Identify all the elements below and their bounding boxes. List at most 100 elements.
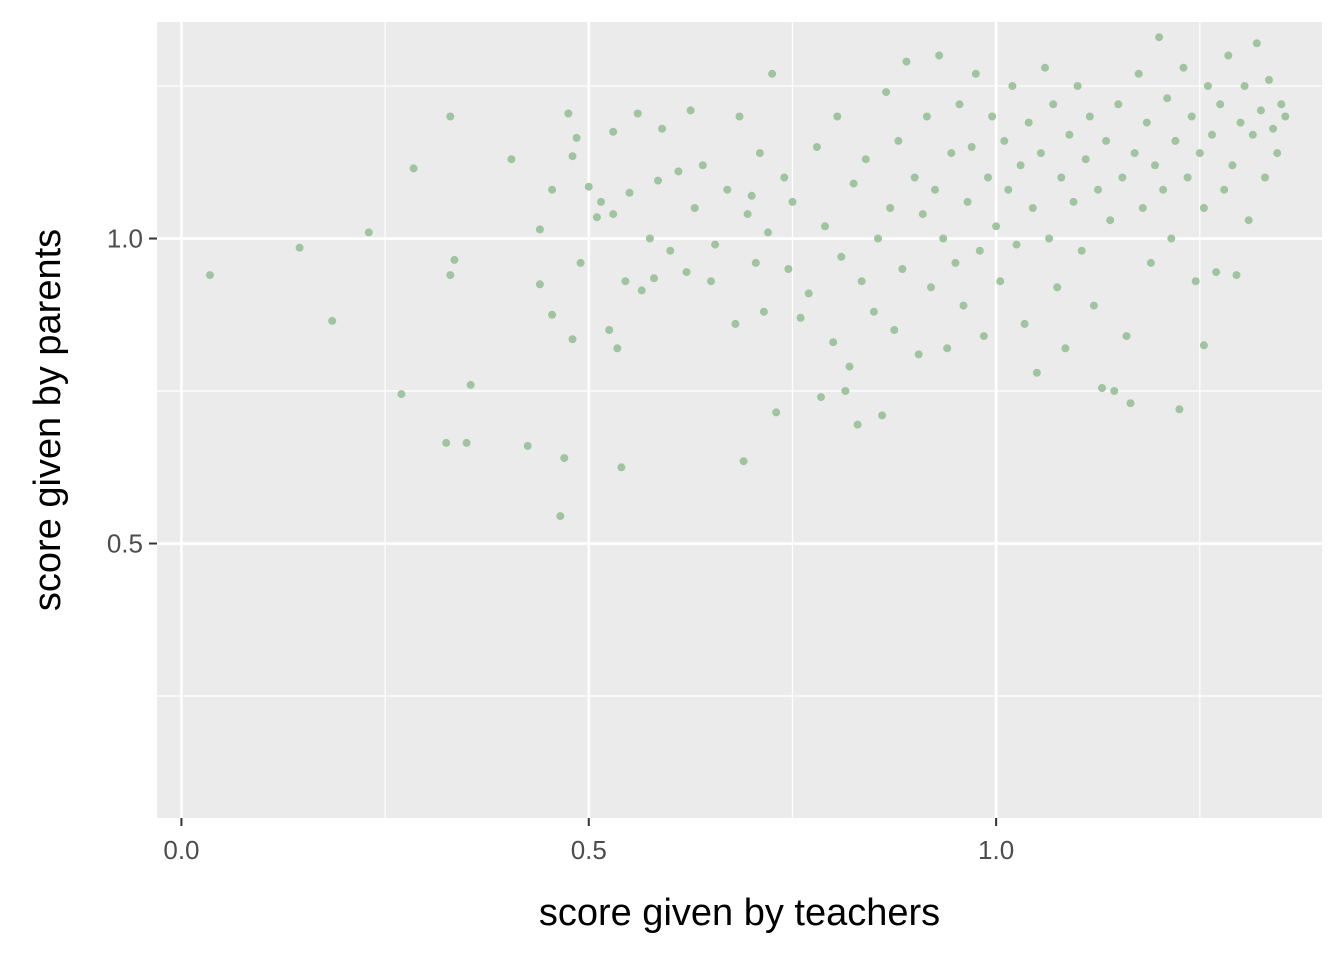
data-point bbox=[556, 512, 565, 521]
data-point bbox=[996, 277, 1005, 286]
data-point bbox=[568, 335, 577, 344]
data-point bbox=[621, 277, 630, 286]
data-point bbox=[1175, 405, 1184, 414]
data-point bbox=[1089, 301, 1098, 310]
data-point bbox=[959, 301, 968, 310]
data-point bbox=[666, 246, 675, 255]
data-point bbox=[584, 182, 593, 191]
data-point bbox=[890, 326, 899, 334]
x-axis-title: score given by teachers bbox=[539, 892, 940, 934]
data-point bbox=[1000, 136, 1009, 145]
data-point bbox=[857, 277, 866, 286]
x-tick-label: 1.0 bbox=[978, 835, 1014, 865]
data-point bbox=[1240, 82, 1249, 90]
data-point bbox=[1187, 112, 1196, 121]
data-point bbox=[1122, 332, 1131, 341]
x-axis: 0.0 0.5 1.0 bbox=[163, 818, 1014, 865]
data-point bbox=[951, 258, 960, 267]
data-point bbox=[1106, 216, 1115, 225]
data-point bbox=[1155, 33, 1164, 42]
data-point bbox=[988, 112, 997, 121]
data-point bbox=[1138, 204, 1147, 212]
data-point bbox=[206, 271, 214, 280]
data-point bbox=[364, 228, 373, 237]
data-point bbox=[1273, 149, 1282, 158]
data-point bbox=[910, 173, 919, 182]
data-point bbox=[650, 274, 658, 283]
data-point bbox=[817, 393, 825, 402]
data-point bbox=[1212, 268, 1221, 277]
data-point bbox=[922, 112, 931, 121]
data-point bbox=[645, 234, 654, 243]
data-point bbox=[1195, 149, 1204, 158]
data-point bbox=[845, 362, 854, 371]
data-point bbox=[739, 457, 748, 466]
data-point bbox=[1269, 124, 1278, 133]
data-point bbox=[1277, 100, 1286, 109]
data-point bbox=[943, 344, 952, 353]
data-point bbox=[295, 243, 304, 252]
data-point bbox=[1094, 185, 1102, 194]
data-point bbox=[707, 277, 715, 286]
data-point bbox=[1171, 136, 1180, 145]
data-point bbox=[902, 57, 911, 66]
data-point bbox=[963, 197, 972, 206]
data-point bbox=[654, 176, 662, 185]
data-point bbox=[1146, 258, 1155, 267]
data-point bbox=[1199, 204, 1208, 212]
data-point bbox=[735, 112, 744, 121]
data-point bbox=[1220, 185, 1229, 194]
data-point bbox=[898, 265, 907, 273]
data-point bbox=[869, 307, 878, 316]
data-point bbox=[1065, 130, 1074, 139]
data-point bbox=[535, 225, 544, 234]
data-point bbox=[1098, 384, 1106, 392]
x-tick-label: 0.5 bbox=[571, 835, 607, 865]
data-point bbox=[984, 173, 992, 182]
data-point bbox=[772, 408, 781, 417]
data-point bbox=[1085, 112, 1094, 121]
data-point bbox=[1216, 100, 1225, 109]
data-point bbox=[1203, 82, 1212, 90]
data-point bbox=[914, 350, 923, 359]
data-point bbox=[617, 463, 626, 472]
data-point bbox=[931, 185, 939, 194]
data-point bbox=[1248, 130, 1257, 139]
data-point bbox=[658, 124, 667, 133]
data-point bbox=[1256, 106, 1265, 115]
data-point bbox=[1032, 368, 1041, 377]
data-point bbox=[1179, 63, 1188, 72]
data-point bbox=[1081, 155, 1090, 164]
data-point bbox=[462, 438, 471, 447]
data-point bbox=[882, 88, 891, 97]
data-point bbox=[784, 265, 793, 273]
data-point bbox=[1118, 173, 1127, 182]
data-point bbox=[446, 112, 455, 121]
data-point bbox=[1228, 161, 1237, 170]
data-point bbox=[572, 133, 581, 142]
data-point bbox=[507, 155, 516, 164]
data-point bbox=[955, 100, 964, 109]
data-point bbox=[1077, 246, 1086, 255]
data-point bbox=[1142, 118, 1151, 127]
data-point bbox=[1004, 185, 1013, 194]
data-point bbox=[674, 167, 683, 176]
data-point bbox=[1134, 69, 1143, 78]
data-point bbox=[1167, 234, 1176, 243]
data-point bbox=[1224, 51, 1233, 60]
data-point bbox=[788, 197, 797, 206]
data-point bbox=[874, 234, 882, 243]
data-point bbox=[723, 185, 732, 194]
data-point bbox=[751, 258, 760, 267]
data-point bbox=[804, 289, 813, 298]
data-point bbox=[1261, 173, 1269, 182]
data-point bbox=[1252, 39, 1261, 48]
data-point bbox=[947, 149, 956, 158]
data-point bbox=[637, 286, 646, 295]
data-point bbox=[523, 441, 532, 450]
data-point bbox=[796, 313, 805, 322]
data-point bbox=[979, 332, 988, 341]
data-point bbox=[849, 179, 858, 188]
data-point bbox=[878, 411, 887, 420]
